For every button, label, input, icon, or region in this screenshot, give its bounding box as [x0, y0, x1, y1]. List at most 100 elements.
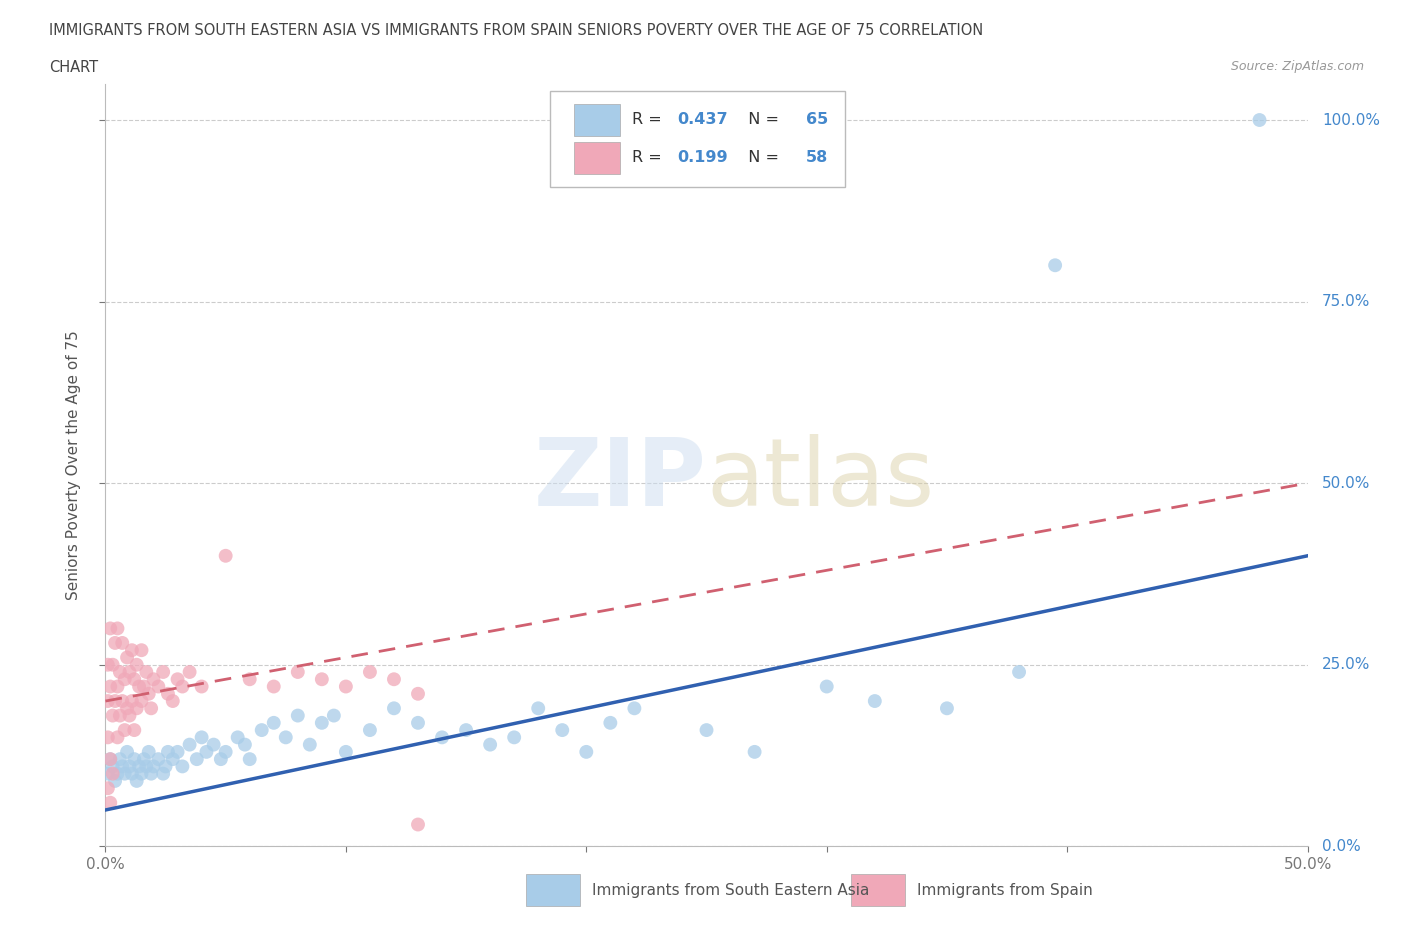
Point — [104, 774, 127, 789]
Point — [97, 694, 120, 709]
Point — [98, 751, 121, 766]
Y-axis label: Seniors Poverty Over the Age of 75: Seniors Poverty Over the Age of 75 — [66, 330, 82, 600]
Point — [118, 759, 141, 774]
Point — [359, 665, 381, 680]
Point — [139, 766, 162, 781]
FancyBboxPatch shape — [550, 91, 845, 187]
Point — [114, 723, 136, 737]
FancyBboxPatch shape — [574, 141, 620, 174]
Point — [98, 621, 121, 636]
Point — [479, 737, 502, 752]
Point — [311, 671, 333, 686]
Point — [190, 730, 212, 745]
Point — [148, 751, 170, 766]
Point — [156, 686, 179, 701]
Point — [311, 715, 333, 730]
Point — [155, 759, 177, 774]
Point — [233, 737, 256, 752]
Point — [101, 766, 124, 781]
Point — [125, 774, 148, 789]
Point — [195, 744, 218, 759]
Point — [115, 744, 138, 759]
Point — [121, 694, 143, 709]
Point — [152, 766, 174, 781]
Text: Immigrants from Spain: Immigrants from Spain — [917, 883, 1092, 898]
Point — [406, 817, 429, 832]
Point — [527, 701, 550, 716]
Point — [214, 549, 236, 564]
Point — [166, 671, 188, 686]
Point — [406, 686, 429, 701]
Point — [1008, 665, 1031, 680]
Point — [97, 781, 120, 796]
Point — [125, 701, 148, 716]
Point — [115, 650, 138, 665]
Point — [128, 679, 150, 694]
Point — [322, 708, 344, 723]
Point — [696, 723, 718, 737]
Point — [190, 679, 212, 694]
Point — [263, 679, 285, 694]
Point — [430, 730, 453, 745]
Text: 0.199: 0.199 — [678, 150, 728, 166]
Text: 100.0%: 100.0% — [1322, 113, 1381, 127]
Point — [287, 665, 309, 680]
Text: IMMIGRANTS FROM SOUTH EASTERN ASIA VS IMMIGRANTS FROM SPAIN SENIORS POVERTY OVER: IMMIGRANTS FROM SOUTH EASTERN ASIA VS IM… — [49, 23, 983, 38]
Point — [172, 679, 194, 694]
Point — [250, 723, 273, 737]
Point — [274, 730, 297, 745]
Point — [172, 759, 194, 774]
Point — [138, 744, 160, 759]
Point — [118, 665, 141, 680]
Point — [156, 744, 179, 759]
Text: N =: N = — [738, 112, 785, 127]
Point — [111, 635, 134, 650]
Point — [97, 730, 120, 745]
Point — [131, 766, 153, 781]
Point — [287, 708, 309, 723]
Point — [131, 694, 153, 709]
Point — [115, 701, 138, 716]
Point — [406, 715, 429, 730]
Point — [124, 723, 146, 737]
Point — [148, 679, 170, 694]
Text: 50.0%: 50.0% — [1322, 475, 1371, 491]
FancyBboxPatch shape — [574, 103, 620, 136]
Point — [104, 694, 127, 709]
Point — [744, 744, 766, 759]
Point — [131, 643, 153, 658]
Point — [815, 679, 838, 694]
Point — [936, 701, 959, 716]
Point — [551, 723, 574, 737]
Text: CHART: CHART — [49, 60, 98, 75]
Point — [599, 715, 621, 730]
Point — [101, 658, 124, 672]
Point — [226, 730, 249, 745]
Point — [382, 671, 405, 686]
Point — [382, 701, 405, 716]
Point — [623, 701, 645, 716]
Point — [209, 751, 232, 766]
Text: Source: ZipAtlas.com: Source: ZipAtlas.com — [1230, 60, 1364, 73]
Point — [121, 766, 143, 781]
Point — [97, 658, 120, 672]
Point — [107, 766, 129, 781]
Point — [124, 671, 146, 686]
Point — [142, 759, 165, 774]
Point — [108, 751, 131, 766]
Point — [111, 759, 134, 774]
Point — [104, 635, 127, 650]
Point — [128, 759, 150, 774]
Text: 0.0%: 0.0% — [1322, 839, 1361, 854]
Text: atlas: atlas — [707, 434, 935, 526]
Point — [263, 715, 285, 730]
Point — [121, 643, 143, 658]
Point — [139, 701, 162, 716]
Point — [239, 671, 262, 686]
Text: ZIP: ZIP — [534, 434, 707, 526]
Point — [132, 751, 155, 766]
Text: 75.0%: 75.0% — [1322, 294, 1371, 309]
Point — [335, 744, 357, 759]
Point — [135, 665, 157, 680]
Point — [98, 751, 121, 766]
